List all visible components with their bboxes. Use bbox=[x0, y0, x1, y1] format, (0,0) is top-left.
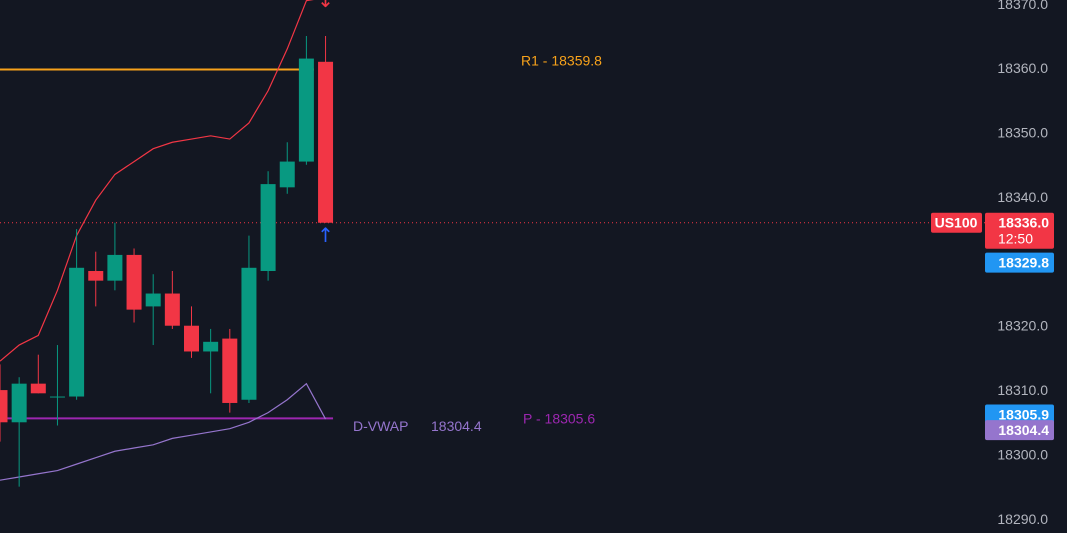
candle-body[interactable] bbox=[279, 161, 295, 188]
y-axis-tick-label: 18290.0 bbox=[997, 511, 1048, 527]
arrow-down-icon: ↓ bbox=[317, 0, 334, 12]
price-badge-blue: 18329.8 bbox=[998, 255, 1049, 271]
candle-body[interactable] bbox=[318, 61, 334, 223]
upper-band-line[interactable] bbox=[0, 0, 326, 362]
last-price-badge: 18336.0 bbox=[998, 215, 1049, 231]
vwap-label: D-VWAP bbox=[353, 418, 408, 434]
price-badge-blue-bg bbox=[985, 252, 1054, 273]
y-axis-tick-label: 18320.0 bbox=[997, 318, 1048, 334]
candle-body[interactable] bbox=[107, 254, 123, 281]
candle-body[interactable] bbox=[222, 338, 238, 403]
candle-body[interactable] bbox=[203, 341, 219, 352]
candle-body[interactable] bbox=[145, 293, 161, 307]
symbol-badge-bg bbox=[931, 212, 982, 233]
y-axis-tick-label: 18300.0 bbox=[997, 446, 1048, 462]
candle-body[interactable] bbox=[164, 293, 180, 326]
y-axis-tick-label: 18350.0 bbox=[997, 125, 1048, 141]
r1-level-label: R1 - 18359.8 bbox=[521, 53, 602, 69]
candle-body[interactable] bbox=[126, 254, 142, 310]
arrow-up-icon: ↑ bbox=[317, 223, 334, 247]
y-axis-tick-label: 18340.0 bbox=[997, 189, 1048, 205]
candle-body[interactable] bbox=[49, 396, 65, 398]
candle-body[interactable] bbox=[0, 390, 8, 423]
candle-body[interactable] bbox=[260, 184, 276, 272]
vwap-value: 18304.4 bbox=[431, 418, 482, 434]
price-badge-blue: 18305.9 bbox=[998, 406, 1049, 422]
price-badge-blue-bg bbox=[985, 404, 1054, 425]
y-axis-tick-label: 18310.0 bbox=[997, 382, 1048, 398]
last-price-badge-bg bbox=[985, 212, 1054, 249]
candle-body[interactable] bbox=[30, 383, 46, 394]
symbol-badge: US100 bbox=[935, 215, 978, 231]
y-axis-tick-label: 18360.0 bbox=[997, 60, 1048, 76]
candle-body[interactable] bbox=[298, 58, 314, 162]
candle-body[interactable] bbox=[184, 325, 199, 352]
y-axis-tick-label: 18370.0 bbox=[997, 0, 1048, 12]
candle-body[interactable] bbox=[69, 267, 85, 397]
lower-band-line[interactable] bbox=[0, 382, 327, 481]
price-badge-vwap-bg bbox=[985, 420, 1054, 441]
candle-body[interactable] bbox=[88, 271, 104, 281]
candle-body[interactable] bbox=[11, 383, 27, 423]
countdown-timer: 12:50 bbox=[998, 231, 1033, 247]
candle-body[interactable] bbox=[241, 267, 257, 400]
pivot-level-label: P - 18305.6 bbox=[523, 410, 595, 426]
price-badge-vwap: 18304.4 bbox=[998, 422, 1049, 438]
